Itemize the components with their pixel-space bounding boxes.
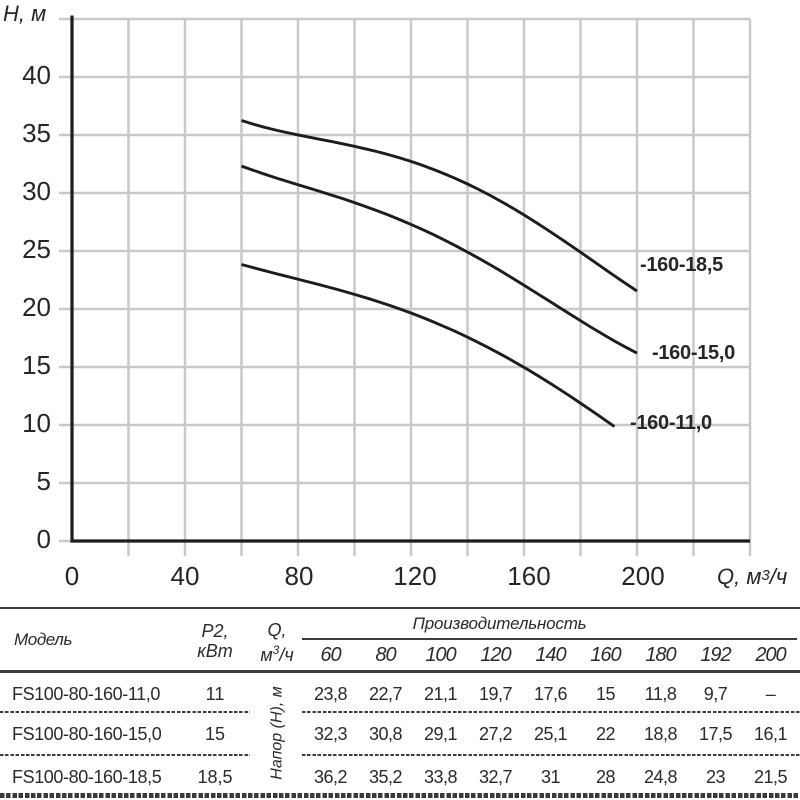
svg-text:Q, м3/ч: Q, м3/ч	[717, 564, 787, 589]
svg-text:-160-18,5: -160-18,5	[640, 254, 723, 276]
svg-text:20: 20	[22, 292, 51, 322]
svg-text:15: 15	[22, 350, 51, 380]
svg-text:80: 80	[285, 561, 314, 591]
svg-text:H, м: H, м	[3, 1, 46, 26]
svg-text:160: 160	[507, 561, 550, 591]
svg-text:0: 0	[65, 561, 79, 591]
svg-text:0: 0	[37, 524, 51, 554]
svg-text:25: 25	[22, 234, 51, 264]
svg-text:-160-15,0: -160-15,0	[652, 342, 735, 364]
svg-text:30: 30	[22, 176, 51, 206]
svg-text:120: 120	[393, 561, 436, 591]
svg-text:40: 40	[171, 561, 200, 591]
svg-text:10: 10	[22, 408, 51, 438]
svg-text:200: 200	[621, 561, 664, 591]
svg-text:-160-11,0: -160-11,0	[630, 412, 712, 434]
svg-text:40: 40	[22, 60, 51, 90]
svg-text:35: 35	[22, 118, 51, 148]
svg-text:5: 5	[37, 466, 51, 496]
